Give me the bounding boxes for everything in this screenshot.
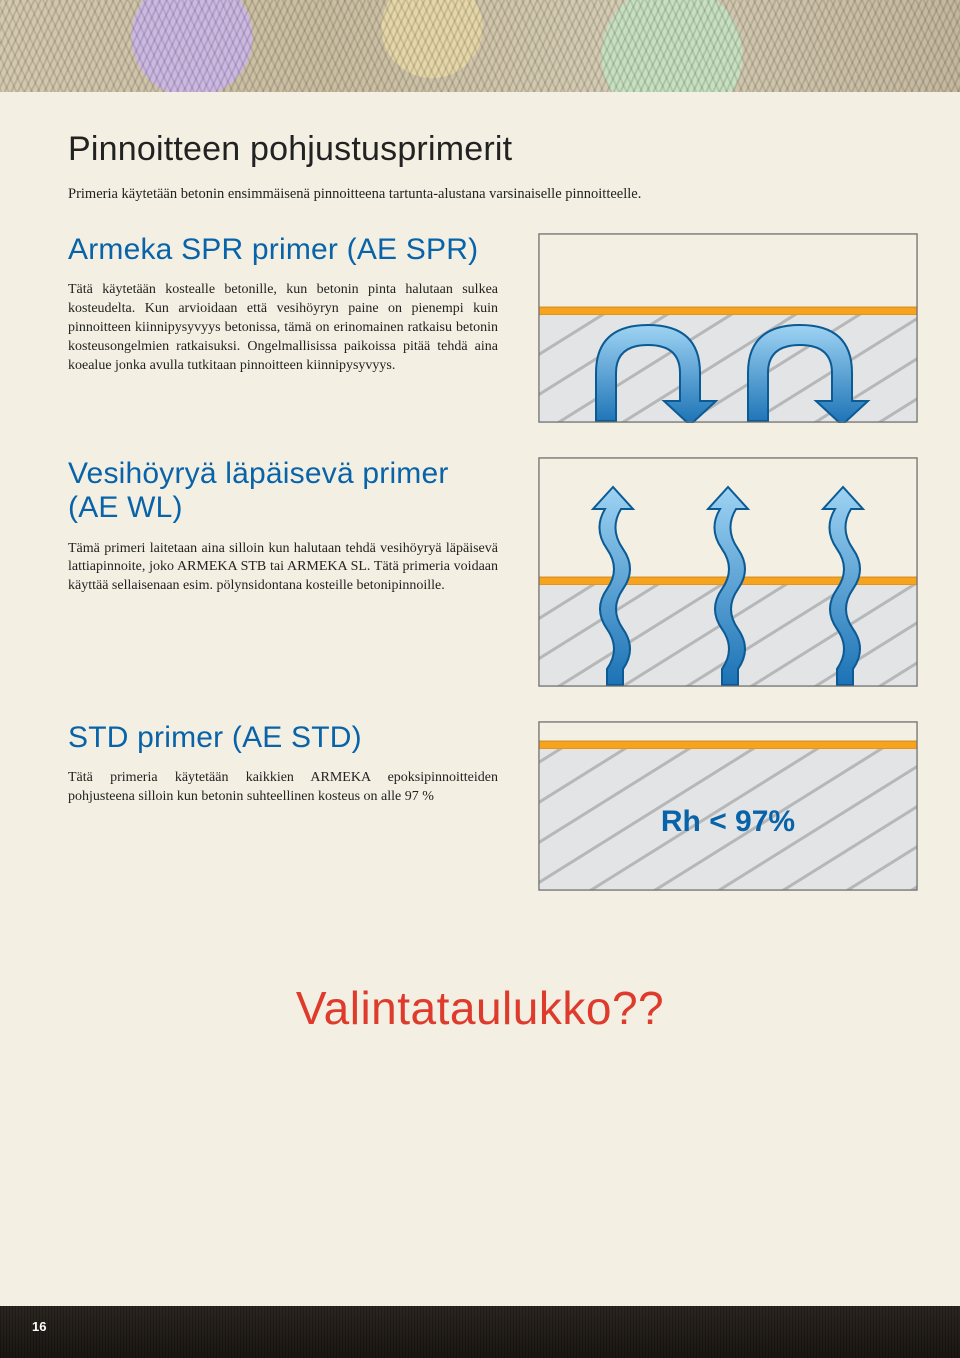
section-spr: Armeka SPR primer (AE SPR) Tätä käytetää… — [68, 233, 892, 423]
body-spr: Tätä käytetään kostealle betonille, kun … — [68, 281, 498, 375]
page-content: Pinnoitteen pohjustusprimerit Primeria k… — [0, 92, 960, 1035]
page-intro: Primeria käytetään betonin ensimmäisenä … — [68, 185, 892, 205]
rh-label: Rh < 97% — [661, 805, 795, 838]
heading-std: STD primer (AE STD) — [68, 721, 498, 756]
page-title: Pinnoitteen pohjustusprimerit — [68, 130, 892, 169]
footer-bar — [0, 1306, 960, 1358]
body-std: Tätä primeria käytetään kaikkien ARMEKA … — [68, 769, 498, 807]
section-std: STD primer (AE STD) Tätä primeria käytet… — [68, 721, 892, 891]
section-wl: Vesihöyryä läpäisevä primer (AE WL) Tämä… — [68, 457, 892, 687]
diagram-spr — [538, 233, 918, 423]
header-texture-banner — [0, 0, 960, 92]
bottom-title: Valintataulukko?? — [68, 981, 892, 1035]
heading-wl: Vesihöyryä läpäisevä primer (AE WL) — [68, 457, 498, 526]
diagram-std: Rh < 97% — [538, 721, 918, 891]
page-number: 16 — [32, 1319, 46, 1334]
diagram-wl — [538, 457, 918, 687]
heading-spr: Armeka SPR primer (AE SPR) — [68, 233, 498, 268]
body-wl: Tämä primeri laitetaan aina silloin kun … — [68, 540, 498, 597]
